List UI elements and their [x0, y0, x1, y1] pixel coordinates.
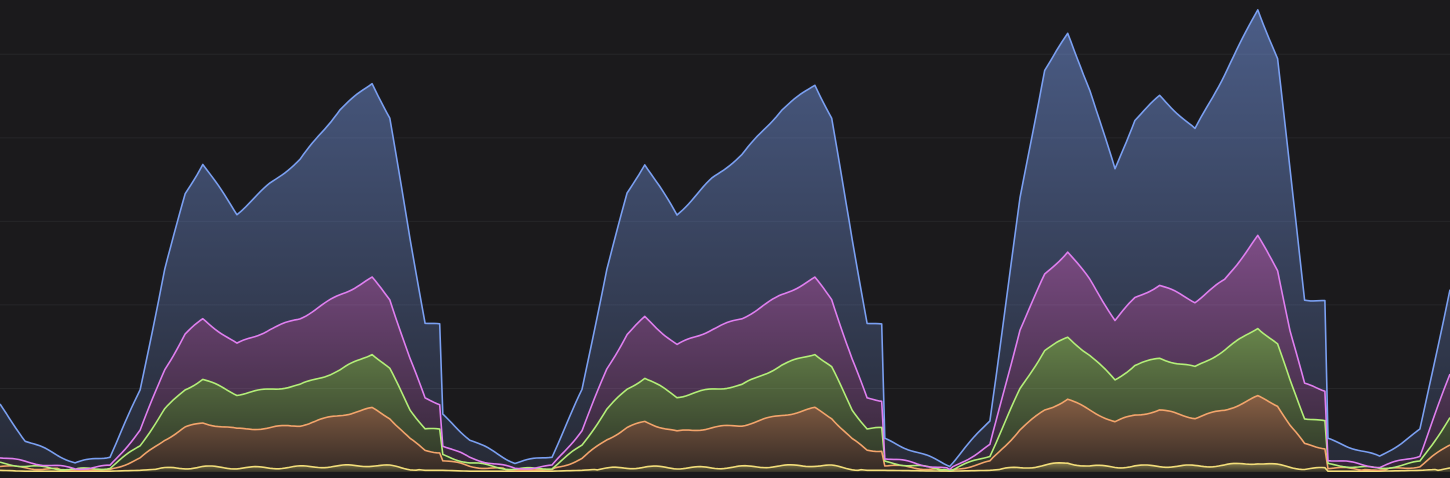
line-series-4: [0, 9, 1450, 468]
line-series-2: [0, 327, 1450, 472]
area-series-4: [0, 9, 1450, 470]
line-series-1: [0, 394, 1450, 472]
area-series-0: [0, 462, 1450, 472]
area-layers: [0, 9, 1450, 472]
area-series-3: [0, 235, 1450, 471]
series-lines: [0, 9, 1450, 472]
line-series-0: [0, 462, 1450, 472]
area-series-1: [0, 395, 1450, 472]
area-series-2: [0, 328, 1450, 471]
line-series-3: [0, 234, 1450, 471]
